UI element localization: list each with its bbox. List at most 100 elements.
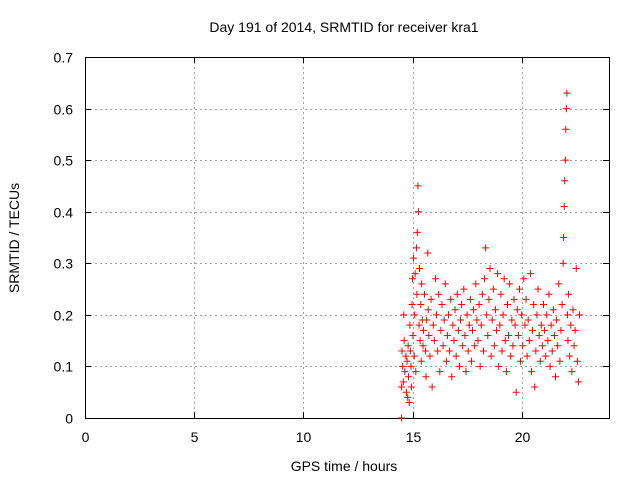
data-point (490, 342, 498, 350)
data-point (436, 368, 444, 376)
data-point (409, 331, 417, 339)
data-point (509, 342, 517, 350)
data-point (472, 280, 480, 288)
data-point (513, 306, 521, 314)
data-point (494, 270, 502, 278)
data-point (410, 254, 418, 262)
data-point (554, 342, 562, 350)
data-point (566, 352, 574, 360)
data-point (407, 362, 415, 370)
data-point (481, 275, 489, 283)
data-point (526, 270, 534, 278)
data-point (440, 316, 448, 324)
data-point (568, 368, 576, 376)
data-point (574, 378, 582, 386)
data-point (521, 321, 529, 329)
data-point (561, 177, 569, 185)
data-point (471, 342, 479, 350)
data-point (450, 337, 458, 345)
data-point (483, 311, 491, 319)
data-point (571, 326, 579, 334)
data-point (441, 280, 449, 288)
grid-lines (85, 57, 609, 418)
data-point (412, 244, 420, 252)
data-point (479, 347, 487, 355)
data-point (478, 290, 486, 298)
data-point (530, 301, 538, 309)
data-point (563, 89, 571, 97)
data-point (491, 306, 499, 314)
data-point (561, 156, 569, 164)
data-point (399, 378, 407, 386)
data-point (523, 352, 531, 360)
data-point (533, 311, 541, 319)
data-point (506, 280, 514, 288)
data-point (547, 321, 555, 329)
data-point (559, 259, 567, 267)
data-point (488, 316, 496, 324)
data-point (493, 326, 501, 334)
data-point (469, 326, 477, 334)
y-tick-label: 0.2 (54, 308, 74, 324)
x-tick-label: 20 (515, 429, 531, 445)
data-point (507, 352, 515, 360)
data-point (414, 182, 422, 190)
data-point (482, 244, 490, 252)
data-point (433, 311, 441, 319)
data-point (570, 342, 578, 350)
data-point (406, 321, 414, 329)
data-point (527, 368, 535, 376)
data-point (448, 373, 456, 381)
data-point (428, 383, 436, 391)
chart-title: Day 191 of 2014, SRMTID for receiver kra… (209, 19, 478, 35)
data-point (503, 301, 511, 309)
data-point (400, 311, 408, 319)
data-point (508, 316, 516, 324)
data-point (449, 321, 457, 329)
data-point (414, 208, 422, 216)
data-point (421, 290, 429, 298)
data-point (512, 388, 520, 396)
data-point (560, 234, 568, 241)
data-point (461, 331, 469, 339)
data-point (419, 326, 427, 334)
data-point (550, 331, 558, 339)
data-point (542, 352, 550, 360)
data-point (484, 331, 492, 339)
data-point (431, 275, 439, 283)
data-point (422, 347, 430, 355)
data-point (429, 321, 437, 329)
data-point (434, 347, 442, 355)
data-point (553, 316, 561, 324)
data-point (400, 337, 408, 345)
data-point (445, 311, 453, 319)
data-point (531, 383, 539, 391)
data-point (525, 337, 533, 345)
data-point (462, 368, 470, 376)
data-point (499, 311, 507, 319)
data-point (500, 275, 508, 283)
data-point (544, 337, 552, 345)
data-point (517, 357, 525, 365)
data-point (466, 295, 474, 303)
data-point (460, 285, 468, 293)
data-point (405, 399, 413, 407)
data-point (549, 306, 557, 314)
data-point (477, 321, 485, 329)
data-point (419, 342, 427, 350)
x-axis-label: GPS time / hours (291, 458, 398, 474)
data-point (476, 362, 484, 370)
data-point (410, 352, 418, 360)
data-point (442, 357, 450, 365)
data-point (398, 347, 406, 355)
y-tick-label: 0 (65, 411, 73, 427)
y-tick-label: 0.3 (54, 256, 74, 272)
data-points (398, 89, 584, 422)
data-point (417, 301, 425, 309)
x-tick-label: 15 (406, 429, 422, 445)
data-point (541, 326, 549, 334)
data-point (567, 321, 575, 329)
data-point (501, 337, 509, 345)
data-point (529, 326, 537, 334)
data-point (422, 373, 430, 381)
